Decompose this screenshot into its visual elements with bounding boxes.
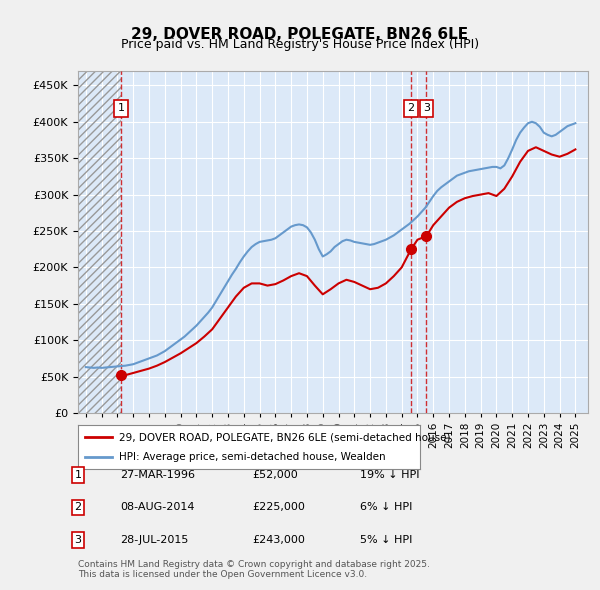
Text: £52,000: £52,000: [252, 470, 298, 480]
Text: 6% ↓ HPI: 6% ↓ HPI: [360, 503, 412, 512]
Text: 5% ↓ HPI: 5% ↓ HPI: [360, 535, 412, 545]
Text: 08-AUG-2014: 08-AUG-2014: [120, 503, 194, 512]
Text: 28-JUL-2015: 28-JUL-2015: [120, 535, 188, 545]
Text: Contains HM Land Registry data © Crown copyright and database right 2025.
This d: Contains HM Land Registry data © Crown c…: [78, 560, 430, 579]
Text: 2: 2: [74, 503, 82, 512]
Text: 19% ↓ HPI: 19% ↓ HPI: [360, 470, 419, 480]
Text: £225,000: £225,000: [252, 503, 305, 512]
Text: £243,000: £243,000: [252, 535, 305, 545]
Text: Price paid vs. HM Land Registry's House Price Index (HPI): Price paid vs. HM Land Registry's House …: [121, 38, 479, 51]
Text: 29, DOVER ROAD, POLEGATE, BN26 6LE (semi-detached house): 29, DOVER ROAD, POLEGATE, BN26 6LE (semi…: [119, 432, 451, 442]
Text: 3: 3: [423, 103, 430, 113]
Bar: [78, 71, 121, 413]
Text: 27-MAR-1996: 27-MAR-1996: [120, 470, 195, 480]
Text: 1: 1: [118, 103, 125, 113]
Text: HPI: Average price, semi-detached house, Wealden: HPI: Average price, semi-detached house,…: [119, 452, 386, 461]
Text: 2: 2: [407, 103, 415, 113]
Bar: [78, 71, 121, 413]
Text: 3: 3: [74, 535, 82, 545]
Text: 29, DOVER ROAD, POLEGATE, BN26 6LE: 29, DOVER ROAD, POLEGATE, BN26 6LE: [131, 27, 469, 41]
Text: 1: 1: [74, 470, 82, 480]
